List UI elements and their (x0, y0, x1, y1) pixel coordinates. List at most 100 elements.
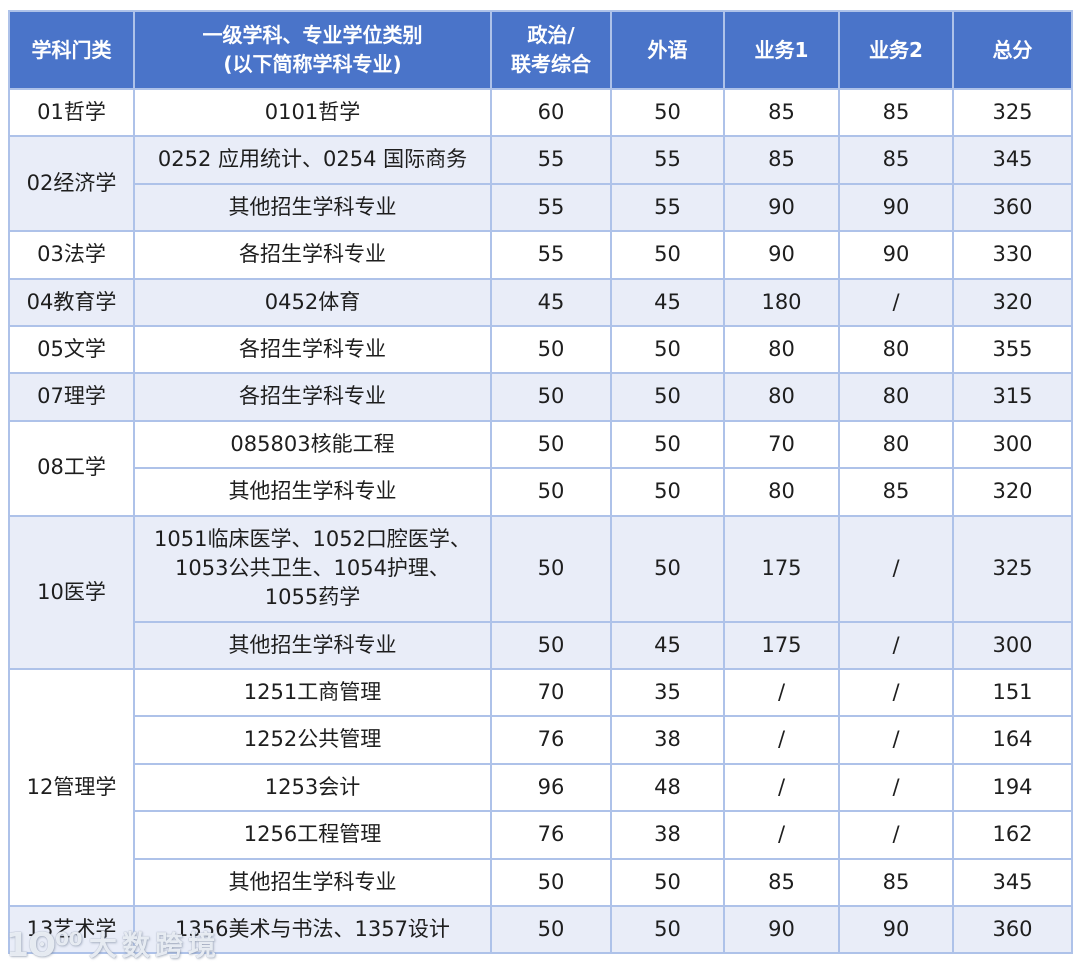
foreign-cell: 50 (610, 905, 725, 955)
business1-cell: 175 (723, 620, 840, 671)
foreign-cell: 50 (610, 372, 725, 422)
business1-cell: 80 (723, 324, 840, 375)
business2-cell: 80 (838, 324, 954, 375)
table-row: 其他招生学科专业 55 55 90 90 360 (9, 182, 1073, 233)
business1-cell: / (723, 715, 840, 765)
politics-cell: 76 (490, 810, 612, 860)
category-cell: 03法学 (8, 230, 135, 280)
table-row: 05文学 各招生学科专业 50 50 80 80 355 (8, 324, 1073, 375)
table-row: 10医学 1051临床医学、1052口腔医学、 1053公共卫生、1054护理、 … (8, 514, 1073, 671)
category-cell: 13艺术学 (8, 905, 135, 955)
business1-cell: 90 (723, 182, 840, 233)
business2-cell: / (838, 810, 954, 860)
table-row: 其他招生学科专业 50 50 85 85 345 (9, 857, 1073, 908)
table-row: 其他招生学科专业 50 50 80 85 320 (9, 467, 1073, 517)
table-row: 03法学 各招生学科专业 55 50 90 90 330 (8, 230, 1073, 280)
politics-cell: 55 (490, 182, 612, 233)
total-cell: 355 (952, 324, 1073, 375)
discipline-cell: 1251工商管理 (133, 668, 492, 718)
category-cell: 10医学 (8, 514, 135, 671)
col-header-category: 学科门类 (8, 10, 135, 90)
table-row: 13艺术学 1356美术与书法、1357设计 50 50 90 90 360 (8, 905, 1073, 955)
discipline-cell: 0452体育 (133, 277, 492, 327)
business1-cell: 85 (723, 857, 840, 908)
discipline-cell: 其他招生学科专业 (133, 467, 492, 517)
discipline-cell: 其他招生学科专业 (133, 857, 492, 908)
discipline-cell: 其他招生学科专业 (133, 182, 492, 233)
total-cell: 360 (952, 905, 1073, 955)
business2-cell: / (838, 668, 954, 718)
discipline-cell: 各招生学科专业 (133, 372, 492, 422)
business1-cell: 70 (723, 419, 840, 470)
total-cell: 194 (952, 762, 1073, 813)
table-row: 1253会计 96 48//194 (9, 762, 1073, 813)
category-cell: 08工学 (8, 419, 135, 517)
col-header-foreign: 外语 (610, 10, 725, 90)
business2-cell: 90 (838, 182, 954, 233)
business2-cell: / (838, 277, 954, 327)
discipline-cell: 1252公共管理 (133, 715, 492, 765)
total-cell: 320 (952, 467, 1073, 517)
table-row: 08工学 085803核能工程 50 50 70 80 300 (8, 419, 1073, 517)
foreign-cell: 50 (610, 514, 725, 623)
business1-cell: 85 (723, 87, 840, 138)
total-cell: 330 (952, 230, 1073, 280)
politics-cell: 70 (490, 668, 612, 718)
business2-cell: / (838, 620, 954, 671)
politics-cell: 50 (490, 514, 612, 623)
business1-cell: 175 (723, 514, 840, 623)
foreign-cell: 50 (610, 324, 725, 375)
total-cell: 360 (952, 182, 1073, 233)
total-cell: 315 (952, 372, 1073, 422)
business1-cell: 80 (723, 467, 840, 517)
total-cell: 320 (952, 277, 1073, 327)
total-cell: 325 (952, 87, 1073, 138)
total-cell: 300 (952, 620, 1073, 671)
total-cell: 300 (952, 419, 1073, 470)
business2-cell: 85 (838, 135, 954, 185)
politics-cell: 60 (490, 87, 612, 138)
politics-cell: 50 (490, 620, 612, 671)
foreign-cell: 38 (610, 810, 725, 860)
business1-cell: 90 (723, 230, 840, 280)
foreign-cell: 50 (610, 467, 725, 517)
business2-cell: / (838, 514, 954, 623)
total-cell: 162 (952, 810, 1073, 860)
category-cell: 04教育学 (8, 277, 135, 327)
discipline-cell: 1256工程管理 (133, 810, 492, 860)
discipline-cell: 其他招生学科专业 (133, 620, 492, 671)
total-cell: 325 (952, 514, 1073, 623)
category-cell: 02经济学 (8, 135, 135, 233)
admission-score-table: 学科门类 一级学科、专业学位类别 (以下简称学科专业) 政治/ 联考综合 外语 … (8, 10, 1073, 955)
col-header-discipline-line1: 一级学科、专业学位类别 (202, 23, 423, 47)
discipline-cell: 各招生学科专业 (133, 324, 492, 375)
politics-cell: 96 (490, 762, 612, 813)
discipline-cell: 085803核能工程 (133, 419, 492, 470)
foreign-cell: 45 (610, 620, 725, 671)
discipline-cell: 1051临床医学、1052口腔医学、 1053公共卫生、1054护理、 1055… (133, 514, 492, 623)
politics-cell: 55 (490, 230, 612, 280)
col-header-politics: 政治/ 联考综合 (490, 10, 612, 90)
business1-cell: 90 (723, 905, 840, 955)
col-header-politics-line2: 联考综合 (511, 52, 591, 76)
business1-cell: / (723, 810, 840, 860)
table-row: 07理学 各招生学科专业 50 50 80 80 315 (8, 372, 1073, 422)
col-header-business2: 业务2 (838, 10, 954, 90)
politics-cell: 50 (490, 467, 612, 517)
score-table-body: 01哲学 0101哲学 60 50 85 85 325 02经济学 0252 应用统计、0254… (8, 87, 1073, 955)
politics-cell: 50 (490, 372, 612, 422)
politics-cell: 55 (490, 135, 612, 185)
total-cell: 164 (952, 715, 1073, 765)
business2-cell: / (838, 762, 954, 813)
business2-cell: 90 (838, 230, 954, 280)
business2-cell: 85 (838, 857, 954, 908)
header-row: 学科门类 一级学科、专业学位类别 (以下简称学科专业) 政治/ 联考综合 外语 … (8, 10, 1073, 90)
table-row: 1252公共管理 76 38//164 (9, 715, 1073, 765)
table-header: 学科门类 一级学科、专业学位类别 (以下简称学科专业) 政治/ 联考综合 外语 … (8, 10, 1073, 90)
foreign-cell: 55 (610, 182, 725, 233)
foreign-cell: 50 (610, 230, 725, 280)
business1-cell: 180 (723, 277, 840, 327)
category-cell: 05文学 (8, 324, 135, 375)
table-row: 12管理学 1251工商管理 70 35//151 (8, 668, 1073, 908)
business1-cell: 85 (723, 135, 840, 185)
